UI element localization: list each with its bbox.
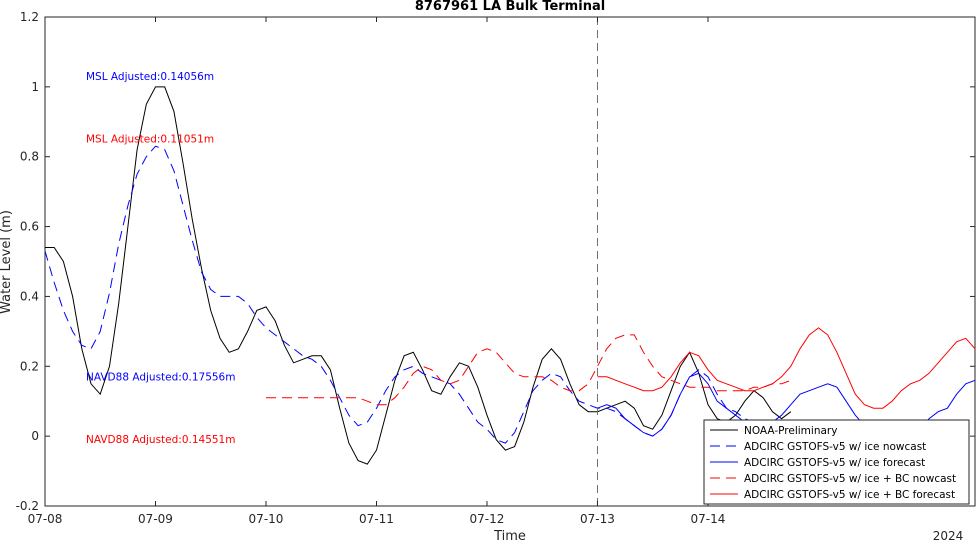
year-label: 2024 (933, 529, 964, 541)
x-tick-label: 07-13 (580, 512, 615, 526)
x-tick-label: 07-14 (691, 512, 726, 526)
legend-box (703, 419, 970, 505)
legend-label: ADCIRC GSTOFS-v5 w/ ice + BC forecast (744, 489, 955, 501)
x-axis-ticks: 07-08 07-09 07-10 07-11 07-12 07-13 07-14 (28, 17, 726, 526)
y-tick-label: 0.6 (20, 220, 39, 234)
y-axis-ticks: -0.2 0 0.2 0.4 0.6 0.8 1 1.2 (16, 10, 975, 513)
y-tick-label: 1.2 (20, 10, 39, 24)
series-line-1 (45, 86, 792, 465)
series-line-4 (266, 334, 791, 406)
y-tick-label: 0.4 (20, 289, 39, 303)
x-tick-label: 07-09 (138, 512, 173, 526)
legend-label: NOAA-Preliminary (744, 425, 837, 437)
legend-label: ADCIRC GSTOFS-v5 w/ ice nowcast (744, 441, 926, 453)
legend-label: ADCIRC GSTOFS-v5 w/ ice forecast (744, 457, 925, 469)
x-tick-label: 07-12 (470, 512, 505, 526)
y-axis-label: Water Level (m) (0, 210, 14, 314)
y-tick-label: 0.8 (20, 150, 39, 164)
x-axis-label: Time (493, 529, 526, 541)
x-tick-label: 07-08 (28, 512, 63, 526)
chart-title: 8767961 LA Bulk Terminal (415, 0, 605, 14)
legend-label: ADCIRC GSTOFS-v5 w/ ice + BC nowcast (744, 473, 956, 485)
datum-annotation: MSL Adjusted:0.14056m (86, 71, 214, 83)
x-tick-label: 07-10 (249, 512, 284, 526)
datum-annotation: NAVD88 Adjusted:0.14551m (86, 434, 235, 446)
datum-annotation: NAVD88 Adjusted:0.17556m (86, 371, 235, 383)
y-tick-label: 0.2 (20, 359, 39, 373)
y-tick-label: -0.2 (16, 499, 39, 513)
annotation-layer: MSL Adjusted:0.14056m MSL Adjusted:0.1105… (86, 71, 235, 446)
y-tick-label: 1 (31, 80, 39, 94)
datum-annotation: MSL Adjusted:0.11051m (86, 134, 214, 146)
legend: NOAA-Preliminary ADCIRC GSTOFS-v5 w/ ice … (703, 419, 970, 505)
x-tick-label: 07-11 (359, 512, 394, 526)
y-tick-label: 0 (31, 429, 39, 443)
series-line-5 (597, 327, 976, 409)
